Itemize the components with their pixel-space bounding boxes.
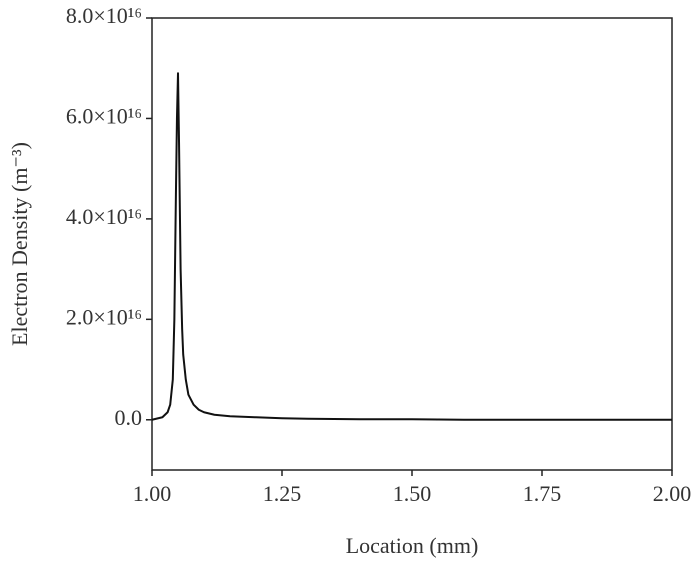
plot-frame (151, 17, 673, 471)
y-tick-label: 0.0 (115, 405, 143, 430)
x-axis-title: Location (mm) (346, 533, 479, 558)
x-tick-label: 1.25 (263, 481, 302, 506)
y-axis-title: Electron Density (m⁻³) (7, 142, 32, 346)
x-tick-label: 1.50 (393, 481, 432, 506)
data-line (151, 72, 672, 421)
y-tick-label: 8.0×10¹⁶ (66, 3, 142, 28)
x-tick-label: 1.00 (133, 481, 172, 506)
x-tick-label: 2.00 (653, 481, 692, 506)
y-tick-label: 4.0×10¹⁶ (66, 204, 142, 229)
x-tick-label: 1.75 (523, 481, 562, 506)
y-tick-label: 2.0×10¹⁶ (66, 304, 142, 329)
y-tick-label: 6.0×10¹⁶ (66, 103, 142, 128)
